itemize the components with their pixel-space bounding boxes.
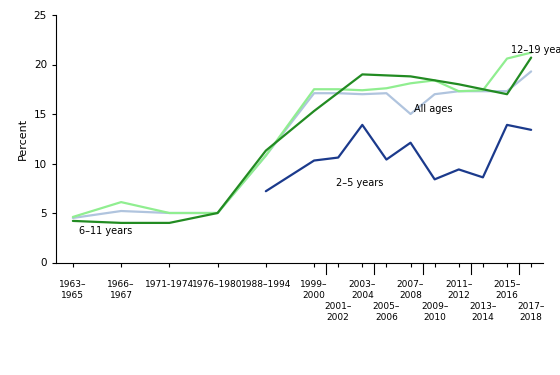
Text: 2007–
2008: 2007– 2008 bbox=[397, 280, 424, 300]
Text: 2009–
2010: 2009– 2010 bbox=[421, 302, 449, 321]
Text: 2015–
2016: 2015– 2016 bbox=[493, 280, 521, 300]
Text: 2017–
2018: 2017– 2018 bbox=[517, 302, 545, 321]
Text: 1966–
1967: 1966– 1967 bbox=[108, 280, 135, 300]
Text: 1999–
2000: 1999– 2000 bbox=[300, 280, 328, 300]
Text: 2011–
2012: 2011– 2012 bbox=[445, 280, 473, 300]
Text: 1963–
1965: 1963– 1965 bbox=[59, 280, 87, 300]
Text: 1988–1994: 1988–1994 bbox=[241, 280, 291, 290]
Text: 6–11 years: 6–11 years bbox=[78, 226, 132, 236]
Text: All ages: All ages bbox=[414, 104, 453, 114]
Text: 2–5 years: 2–5 years bbox=[336, 178, 383, 188]
Text: 2013–
2014: 2013– 2014 bbox=[469, 302, 497, 321]
Y-axis label: Percent: Percent bbox=[18, 118, 28, 160]
Text: 2003–
2004: 2003– 2004 bbox=[349, 280, 376, 300]
Text: 12–19 years: 12–19 years bbox=[511, 45, 560, 55]
Text: 2005–
2006: 2005– 2006 bbox=[373, 302, 400, 321]
Text: 1971-1974: 1971-1974 bbox=[145, 280, 194, 290]
Text: 2001–
2002: 2001– 2002 bbox=[324, 302, 352, 321]
Text: 1976–1980: 1976–1980 bbox=[192, 280, 243, 290]
